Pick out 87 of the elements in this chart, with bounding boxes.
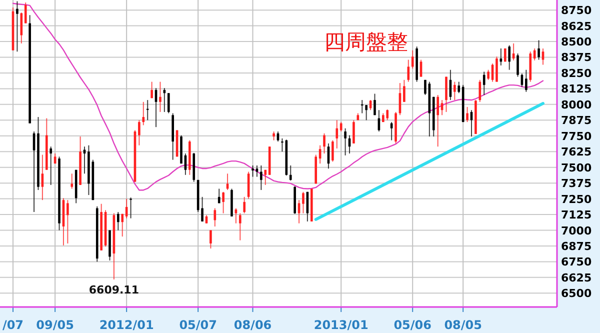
y-tick-label: 8125: [561, 82, 592, 96]
candlestick: [323, 132, 326, 154]
x-tick-label: 08/06: [234, 318, 272, 332]
annotation: 四周盤整: [324, 30, 408, 54]
candlestick: [83, 146, 86, 174]
x-tick-label: 08/05: [444, 318, 482, 332]
candlestick: [201, 196, 204, 222]
candlestick: [516, 52, 519, 78]
candlestick: [436, 94, 439, 148]
candlestick: [374, 93, 376, 116]
candlestick: [407, 59, 410, 82]
candlestick: [403, 79, 406, 102]
y-tick-label: 8750: [561, 4, 592, 18]
y-tick-label: 7625: [561, 146, 592, 159]
candlestick: [508, 44, 511, 70]
annotation: 6609.11: [88, 283, 140, 296]
x-tick-label: /07: [2, 318, 24, 332]
line-series: [12, 2, 544, 191]
y-tick-label: 7875: [561, 114, 592, 128]
x-tick-label: 2013/01: [314, 318, 368, 332]
y-tick-label: 7750: [561, 130, 592, 143]
candlestick: [352, 120, 355, 144]
candlestick: [336, 120, 338, 149]
y-tick-label: 7125: [561, 208, 592, 222]
candlestick: [424, 79, 426, 96]
candlestick: [411, 50, 414, 70]
y-tick-label: 8250: [561, 66, 592, 80]
candlestick: [210, 230, 212, 249]
candlestick: [538, 40, 540, 60]
candlestick: [298, 200, 300, 224]
candlestick: [340, 122, 342, 132]
candlestick: [478, 79, 482, 102]
y-tick-label: 7000: [561, 224, 592, 238]
x-tick-label: 05/06: [394, 318, 432, 332]
candlestick: [243, 196, 246, 214]
candlestick: [487, 69, 490, 80]
candlestick: [466, 106, 468, 123]
candlestick: [482, 71, 486, 96]
candlestick: [289, 164, 292, 182]
x-tick-label: 2012/01: [99, 318, 154, 332]
candlestick: [365, 104, 368, 121]
candlestick: [260, 164, 262, 190]
y-tick-label: 8500: [561, 36, 592, 49]
candlestick: [218, 188, 220, 204]
candlestick: [252, 164, 254, 178]
x-tick-label: 09/05: [36, 318, 74, 332]
candlestick: [332, 140, 334, 162]
candlestick: [445, 76, 448, 112]
y-tick-label: 8625: [561, 20, 592, 33]
y-tick-label: 6875: [561, 240, 592, 253]
y-tick-label: 7250: [561, 192, 592, 206]
candlestick: [234, 208, 238, 224]
x-tick-label: 05/07: [179, 318, 217, 332]
candlestick: [222, 191, 224, 214]
candlestick: [458, 81, 460, 94]
candlestick: [121, 213, 124, 238]
candlestick: [16, 0, 18, 52]
candlestick: [264, 169, 267, 186]
candlestick: [496, 56, 498, 82]
candlestick: [344, 128, 346, 156]
y-tick-label: 8000: [561, 98, 592, 112]
candlestick: [66, 200, 69, 244]
candlestick: [117, 212, 120, 231]
candlestick: [150, 81, 153, 99]
candlestick: [24, 2, 27, 24]
y-tick-label: 6625: [561, 271, 592, 284]
candlestick: [281, 138, 284, 152]
candlestick: [386, 108, 389, 121]
candlestick: [159, 81, 162, 112]
candlestick: [146, 100, 149, 121]
y-tick-label: 7375: [561, 177, 592, 190]
candlestick: [525, 69, 528, 92]
y-tick-label: 6750: [561, 256, 592, 269]
candlestick: [50, 146, 52, 186]
y-tick-label: 6500: [561, 287, 592, 300]
candlestick: [138, 120, 140, 146]
candlestick: [454, 81, 456, 101]
candlestick: [302, 191, 304, 214]
candlestick: [142, 101, 145, 126]
candlestick: [167, 92, 170, 114]
candlestick: [360, 100, 364, 114]
y-tick-label: 7500: [561, 161, 592, 174]
candlestick: [70, 173, 74, 190]
candlestick: [238, 212, 242, 241]
y-tick-label: 8375: [561, 51, 592, 64]
candlestick: [214, 208, 216, 227]
candlestick: [130, 197, 132, 219]
